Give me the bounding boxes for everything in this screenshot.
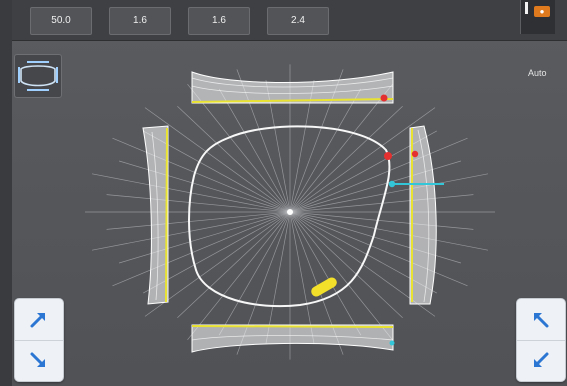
menu-button[interactable]: ● xyxy=(520,0,555,34)
bottom-bevel-profile xyxy=(191,324,395,353)
status-tag-icon: ● xyxy=(534,6,550,17)
value-box-3[interactable]: 1.6 xyxy=(188,7,250,35)
guide-ray xyxy=(289,211,403,318)
guide-ray xyxy=(289,211,474,230)
guide-ray xyxy=(289,211,468,287)
mode-label: Auto xyxy=(528,68,547,78)
guide-ray xyxy=(144,211,291,317)
bottom-marker xyxy=(389,340,395,346)
guide-ray xyxy=(106,194,291,213)
guide-ray xyxy=(112,211,291,287)
guide-ray xyxy=(187,211,291,341)
guide-ray xyxy=(265,211,291,345)
indicator-bar xyxy=(525,2,528,14)
guide-ray xyxy=(118,211,291,264)
arrow-up-right-icon xyxy=(30,313,45,328)
guide-ray xyxy=(106,211,291,230)
guide-ray xyxy=(289,211,315,345)
cyan-marker xyxy=(388,180,396,188)
value-box-2[interactable]: 1.6 xyxy=(109,7,171,35)
rotate-buttons-left xyxy=(14,298,64,382)
guide-ray xyxy=(289,137,468,213)
guide-ray xyxy=(218,211,291,336)
guide-ray xyxy=(177,106,291,213)
rotate-down-left-button[interactable] xyxy=(517,340,565,381)
guide-ray xyxy=(289,173,489,213)
guide-ray xyxy=(218,88,291,213)
top-toolbar: 50.0 1.6 1.6 2.4 ● xyxy=(12,0,567,41)
left-bevel-profile xyxy=(142,125,169,305)
guide-ray xyxy=(91,211,291,251)
rotate-up-right-button[interactable] xyxy=(15,299,63,341)
top-bevel-profile xyxy=(191,71,394,104)
guide-ray xyxy=(144,107,291,213)
right-marker xyxy=(411,150,419,158)
value-box-1[interactable]: 50.0 xyxy=(30,7,92,35)
guide-ray xyxy=(112,137,291,213)
rotate-buttons-right xyxy=(516,298,566,382)
guide-ray xyxy=(289,83,393,213)
rotate-down-right-button[interactable] xyxy=(15,340,63,381)
right-bevel-profile xyxy=(409,125,437,305)
red-marker xyxy=(384,152,392,160)
guide-ray xyxy=(187,83,291,213)
guide-ray xyxy=(289,211,362,336)
guide-ray xyxy=(289,107,436,213)
lens-frame-icon xyxy=(18,61,58,91)
top-marker xyxy=(380,94,388,102)
lens-outline xyxy=(188,125,391,308)
guide-ray xyxy=(289,106,403,213)
guide-ray xyxy=(289,211,393,341)
left-edge-strip xyxy=(0,0,12,386)
arrow-up-left-icon xyxy=(534,313,549,328)
drill-handle[interactable] xyxy=(309,276,338,299)
guide-ray xyxy=(289,88,362,213)
frame-view-button[interactable] xyxy=(14,54,62,98)
lens-center xyxy=(287,209,293,215)
arrow-down-left-icon xyxy=(534,352,549,367)
guide-ray xyxy=(118,160,291,213)
value-box-4[interactable]: 2.4 xyxy=(267,7,329,35)
rotate-up-left-button[interactable] xyxy=(517,299,565,341)
arrow-down-right-icon xyxy=(30,352,45,367)
guide-ray xyxy=(177,211,291,318)
guide-ray xyxy=(289,211,489,251)
